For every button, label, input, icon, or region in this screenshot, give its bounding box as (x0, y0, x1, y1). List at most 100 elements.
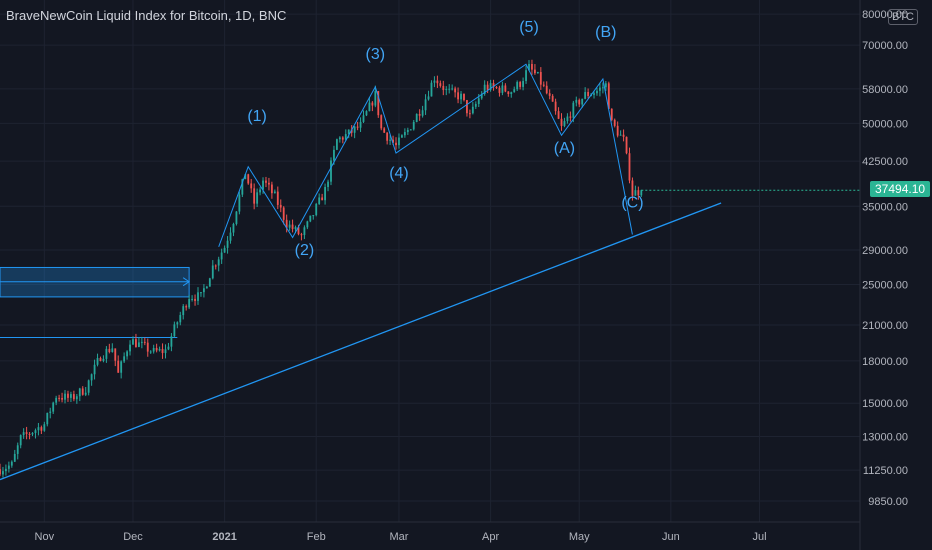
candle-body (395, 142, 397, 146)
candle-body (197, 292, 199, 301)
candle-body (312, 215, 315, 217)
candle-body (356, 126, 359, 128)
candle-body (448, 88, 451, 90)
candle-body (111, 348, 114, 352)
zone-layer (0, 266, 191, 339)
candle-body (525, 70, 527, 82)
candle-body (442, 85, 445, 91)
candle-body (362, 115, 365, 122)
candle-body (84, 392, 87, 395)
candle-body (584, 92, 587, 99)
candle-body (631, 180, 634, 196)
candle-body (300, 234, 303, 236)
candle-body (539, 72, 542, 85)
candle-body (365, 111, 368, 116)
candle-body (90, 374, 93, 381)
y-tick-label: 35000.00 (862, 201, 908, 213)
candle-body (279, 204, 282, 208)
candle-body (247, 174, 250, 184)
candle-body (371, 102, 374, 106)
candle-body (495, 87, 498, 89)
candle-body (513, 89, 516, 93)
y-tick-label: 58000.00 (862, 84, 908, 96)
candle-body (217, 259, 220, 266)
candle-body (477, 98, 480, 104)
candle-body (439, 83, 442, 86)
candle-body (613, 119, 616, 126)
candle-body (489, 83, 492, 90)
y-tick-label: 25000.00 (862, 279, 908, 291)
candle-body (433, 80, 436, 83)
candle-body (368, 102, 371, 112)
candle-body (52, 402, 55, 412)
candle-body (398, 137, 400, 146)
candle-body (140, 341, 143, 343)
candle-body (4, 468, 7, 472)
candle-body (445, 89, 448, 91)
candle-body (330, 160, 332, 182)
zone-arrow-head (182, 277, 191, 287)
grid-layer (0, 0, 860, 522)
candle-body (628, 153, 631, 181)
candle-body (634, 190, 637, 196)
candle-body (58, 397, 61, 399)
candle-layer (0, 59, 643, 478)
candle-body (327, 181, 329, 187)
candle-body (297, 227, 300, 235)
candle-body (483, 84, 486, 95)
candle-body (303, 227, 306, 236)
candle-body (468, 113, 471, 115)
candle-body (522, 81, 525, 87)
candle-body (220, 252, 223, 260)
candle-body (19, 435, 22, 446)
candle-body (625, 136, 628, 154)
candle-body (333, 149, 335, 161)
candle-body (593, 93, 595, 95)
candle-body (353, 126, 356, 133)
candle-body (412, 121, 415, 130)
currency-badge[interactable]: BTC (888, 9, 918, 25)
candle-body (318, 197, 321, 204)
candle-body (265, 180, 267, 183)
candle-body (581, 98, 584, 105)
candle-body (321, 197, 324, 201)
current-price-badge: 37494.10 (870, 181, 931, 198)
candle-body (203, 288, 205, 293)
candle-body (560, 118, 563, 126)
candle-body (516, 82, 519, 90)
candle-body (64, 393, 66, 400)
candle-body (578, 99, 581, 105)
candle-body (253, 188, 256, 204)
candle-body (347, 129, 350, 135)
candle-body (176, 322, 179, 325)
candle-body (498, 87, 501, 93)
candle-body (10, 461, 13, 466)
candle-body (205, 286, 208, 289)
candle-body (587, 92, 590, 96)
candle-body (474, 103, 477, 107)
candle-body (2, 471, 4, 475)
candle-body (161, 349, 164, 354)
candle-body (288, 224, 291, 228)
candle-body (143, 341, 146, 343)
candle-body (123, 356, 126, 362)
candle-body (72, 394, 75, 400)
candle-body (262, 180, 264, 190)
candle-body (415, 113, 418, 122)
y-tick-label: 29000.00 (862, 245, 908, 257)
x-tick-label: Dec (123, 531, 143, 543)
candle-body (129, 344, 131, 352)
candle-body (401, 135, 403, 138)
candle-body (75, 396, 78, 400)
candle-body (531, 63, 533, 70)
candle-body (291, 224, 294, 230)
candle-body (34, 430, 37, 433)
candle-body (194, 298, 196, 301)
candle-body (607, 83, 610, 109)
candle-body (551, 95, 554, 102)
candle-body (569, 116, 572, 118)
candle-body (637, 190, 640, 196)
candle-body (108, 348, 111, 352)
candle-body (61, 397, 63, 400)
